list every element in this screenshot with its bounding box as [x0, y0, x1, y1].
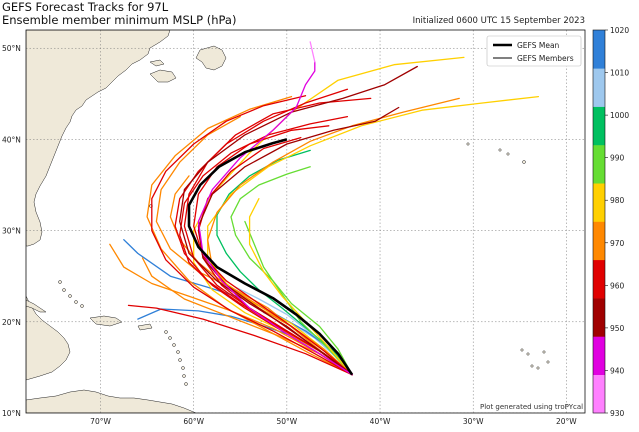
colorbar-tick-label: 950 — [610, 324, 625, 333]
axis-tick-labels: 70°W 60°W 50°W 40°W 30°W 20°W 10°N 20°N 30°N 40°N… — [2, 44, 577, 426]
legend-members-label: GEFS Members — [517, 54, 574, 63]
land-pei — [149, 59, 165, 67]
legend: GEFS Mean GEFS Members — [486, 35, 582, 67]
initialized-time: Initialized 0600 UTC 15 September 2023 — [412, 16, 585, 26]
member-track-9 — [248, 198, 353, 376]
colorbar-swatch-2 — [593, 298, 605, 337]
lon-tick-label: 40°W — [370, 417, 391, 426]
map-grid — [26, 30, 585, 413]
ocean-area — [26, 30, 585, 413]
lat-tick-label: 20°N — [2, 318, 21, 327]
colorbar-swatch-1 — [593, 336, 605, 375]
colorbar-tick-label: 1020 — [610, 26, 629, 35]
member-track-8 — [193, 56, 465, 376]
member-track-24 — [197, 106, 400, 376]
colorbar-swatch-4 — [593, 221, 605, 261]
member-track-14 — [155, 115, 353, 376]
member-track-5 — [230, 166, 353, 376]
plot-credit: Plot generated using troPYcal — [480, 403, 584, 411]
colorbar-swatch-9 — [593, 30, 605, 69]
land-puerto-rico — [137, 323, 153, 331]
land-newfoundland — [195, 45, 227, 71]
colorbar-tick-label: 1010 — [610, 69, 629, 78]
land-lesser-antilles — [164, 330, 188, 386]
colorbar-swatch-8 — [593, 68, 605, 107]
lon-tick-label: 20°W — [556, 417, 577, 426]
colorbar-swatch-7 — [593, 106, 605, 146]
colorbar-tick-label: 980 — [610, 196, 625, 205]
member-track-26 — [309, 41, 316, 63]
colorbar-tick-label: 960 — [610, 281, 625, 290]
colorbar-tick-label: 940 — [610, 366, 625, 375]
member-track-6 — [244, 220, 353, 376]
colorbar-tick-label: 970 — [610, 239, 625, 248]
land-cuba — [26, 299, 47, 313]
member-track-19 — [127, 304, 353, 376]
member-tracks — [109, 41, 540, 376]
lon-tick-label: 50°W — [277, 417, 298, 426]
colorbar-swatch-6 — [593, 144, 605, 184]
pressure-colorbar: 930 940 950 960 970 980 990 1000 1010 1020 — [592, 26, 629, 418]
colorbar-swatch-3 — [593, 259, 605, 299]
land-bahamas — [58, 280, 84, 308]
colorbar-swatch-0 — [593, 374, 605, 414]
lon-tick-label: 30°W — [463, 417, 484, 426]
lon-tick-label: 60°W — [183, 417, 204, 426]
legend-mean-label: GEFS Mean — [517, 41, 560, 50]
colorbar-swatch-5 — [593, 183, 605, 222]
member-track-18 — [151, 95, 353, 376]
chart-subtitle: Ensemble member minimum MSLP (hPa) — [2, 13, 237, 27]
lat-tick-label: 10°N — [2, 409, 21, 418]
chart-title: GEFS Forecast Tracks for 97L — [2, 0, 169, 14]
lat-tick-label: 40°N — [2, 135, 21, 144]
colorbar-tick-label: 930 — [610, 409, 625, 418]
land-azores — [466, 142, 526, 164]
land-south-america — [26, 389, 197, 413]
colorbar-frame — [592, 29, 606, 414]
mean-track — [187, 138, 354, 376]
land-cape-verde — [520, 348, 550, 370]
colorbar-tick-label: 1000 — [610, 111, 629, 120]
member-track-25 — [197, 61, 353, 376]
land-masses — [26, 30, 550, 413]
member-track-22 — [193, 125, 353, 376]
lon-tick-label: 70°W — [90, 417, 111, 426]
land-north-america — [26, 30, 171, 247]
mean-track-layer — [187, 138, 354, 376]
lat-tick-label: 30°N — [2, 227, 21, 236]
land-nova-scotia — [149, 69, 177, 83]
member-track-16 — [174, 88, 353, 376]
colorbar-tick-label: 990 — [610, 154, 625, 163]
lat-tick-label: 50°N — [2, 44, 21, 53]
map-frame — [25, 29, 586, 414]
